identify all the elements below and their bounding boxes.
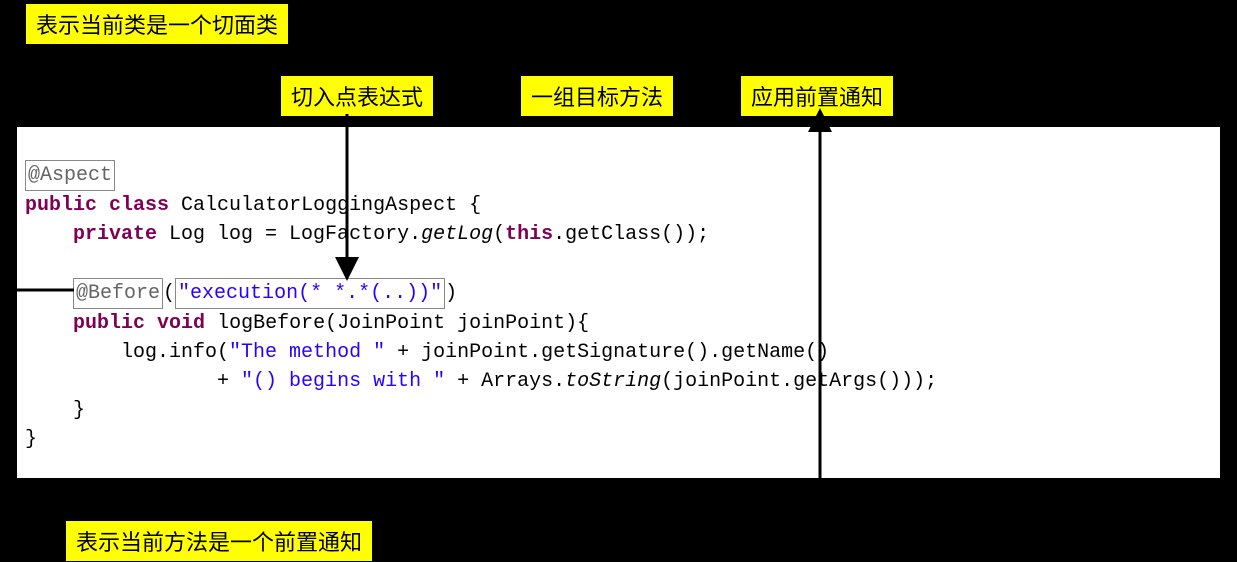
- annotation-text: 一组目标方法: [531, 85, 663, 110]
- code-panel: @Aspect public class CalculatorLoggingAs…: [15, 125, 1222, 480]
- log-info-3: +: [25, 370, 241, 393]
- log-info-2: + joinPoint.getSignature().getName(): [385, 341, 829, 364]
- log-decl-3: .getClass());: [553, 223, 709, 246]
- kw-class: class: [109, 194, 169, 217]
- class-name: CalculatorLoggingAspect {: [169, 194, 481, 217]
- log-info-4: + Arrays.: [445, 370, 565, 393]
- before-annotation-box: @Before: [73, 278, 163, 309]
- aspect-annotation: @Aspect: [28, 164, 112, 187]
- paren-close: ): [445, 282, 457, 305]
- before-annotation: @Before: [76, 282, 160, 305]
- str-begins: "() begins with ": [241, 370, 445, 393]
- annotation-aspect-class: 表示当前类是一个切面类: [25, 3, 289, 45]
- log-info-5: (joinPoint.getArgs()));: [661, 370, 937, 393]
- kw-void: void: [157, 312, 205, 335]
- annotation-text: 应用前置通知: [751, 85, 883, 110]
- log-info-1: log.info(: [25, 341, 229, 364]
- paren-open: (: [163, 282, 175, 305]
- annotation-text: 表示当前方法是一个前置通知: [76, 530, 362, 555]
- annotation-before-method: 表示当前方法是一个前置通知: [65, 520, 373, 562]
- annotation-target-methods: 一组目标方法: [520, 75, 674, 117]
- method-sig: logBefore(JoinPoint joinPoint){: [205, 312, 589, 335]
- annotation-text: 切入点表达式: [291, 85, 423, 110]
- getlog: getLog: [421, 223, 493, 246]
- annotation-before-advice: 应用前置通知: [740, 75, 894, 117]
- aspect-annotation-box: @Aspect: [25, 160, 115, 191]
- kw-public-2: public: [73, 312, 145, 335]
- annotation-pointcut-expr: 切入点表达式: [280, 75, 434, 117]
- kw-this: this: [505, 223, 553, 246]
- tostring: toString: [565, 370, 661, 393]
- annotation-text: 表示当前类是一个切面类: [36, 13, 278, 38]
- str-method: "The method ": [229, 341, 385, 364]
- close-brace-2: }: [25, 428, 37, 451]
- execution-expr-box: "execution(* *.*(..))": [175, 278, 445, 309]
- log-decl-2: (: [493, 223, 505, 246]
- kw-public: public: [25, 194, 97, 217]
- close-brace-1: }: [25, 399, 85, 422]
- kw-private: private: [73, 223, 157, 246]
- log-decl-1: Log log = LogFactory.: [157, 223, 421, 246]
- execution-string: "execution(* *.*(..))": [178, 282, 442, 305]
